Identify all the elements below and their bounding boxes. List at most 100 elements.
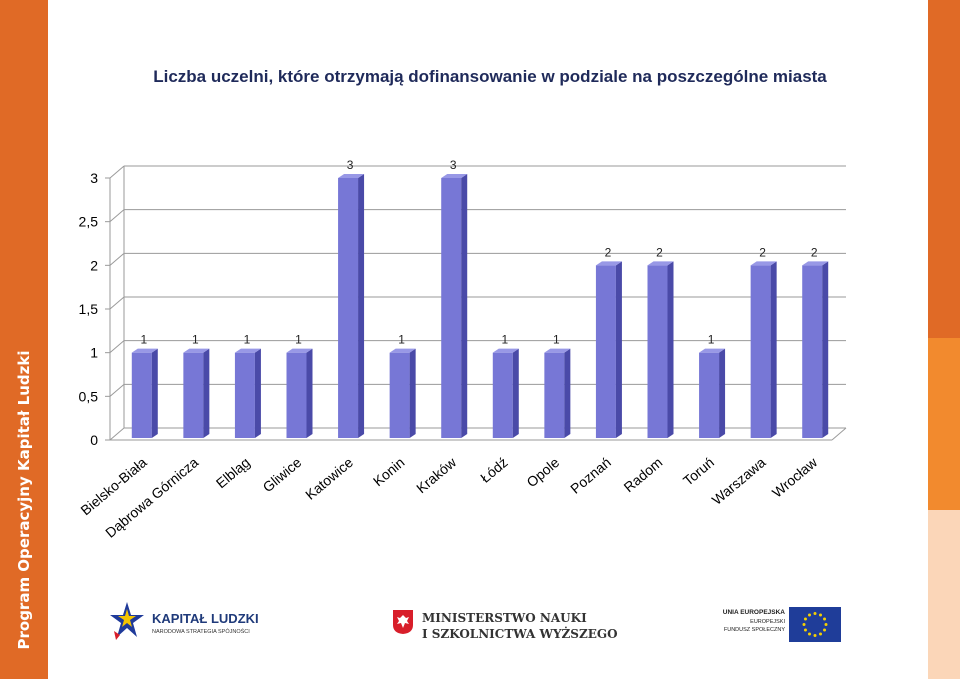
- x-tick-label: Łódź: [477, 454, 511, 486]
- value-label: 1: [244, 333, 251, 347]
- value-label: 3: [450, 158, 457, 172]
- bar-top: [131, 348, 158, 353]
- bar-side: [358, 174, 365, 438]
- y-tick-label: 0: [90, 432, 98, 448]
- x-tick-label: Radom: [621, 454, 666, 495]
- bar-top: [338, 174, 365, 178]
- bar-side: [667, 261, 674, 438]
- bar: [183, 348, 210, 438]
- value-label: 1: [140, 333, 147, 347]
- bar-side: [770, 261, 777, 438]
- value-label: 2: [656, 245, 663, 259]
- bar-side: [615, 261, 622, 438]
- bar: [441, 174, 468, 438]
- ministerstwo-logo: MINISTERSTWO NAUKI I SZKOLNICTWA WYŻSZEG…: [392, 605, 618, 645]
- x-tick-label: Kraków: [413, 453, 460, 496]
- value-labels: 1 1 1 1 3 1 3 1 1 2 2 1 2 2: [140, 158, 817, 347]
- bar-front: [234, 352, 255, 438]
- x-tick-label: Toruń: [680, 454, 717, 489]
- bar: [544, 348, 571, 438]
- bar-front: [338, 178, 359, 438]
- footer-logos: KAPITAŁ LUDZKI NARODOWA STRATEGIA SPÓJNO…: [0, 595, 960, 655]
- eu-star: [823, 628, 827, 632]
- kapital-ludzki-logo: KAPITAŁ LUDZKI NARODOWA STRATEGIA SPÓJNO…: [110, 599, 270, 647]
- eu-star: [808, 613, 811, 617]
- bar-front: [699, 352, 720, 438]
- bar-front: [802, 265, 823, 438]
- eu-star: [813, 612, 817, 615]
- x-tick-label: Warszawa: [709, 454, 769, 508]
- x-tick-label: Gliwice: [260, 454, 305, 495]
- bar-top: [544, 348, 571, 353]
- y-tick-label: 1,5: [79, 301, 99, 317]
- bar: [234, 348, 261, 438]
- bar: [338, 174, 365, 438]
- chart-title: Liczba uczelni, które otrzymają dofinans…: [153, 67, 827, 86]
- value-label: 2: [605, 245, 612, 259]
- bar: [389, 348, 416, 438]
- value-label: 1: [295, 333, 302, 347]
- bar-side: [512, 348, 519, 438]
- bar-top: [492, 348, 519, 353]
- x-tick-label: Elbląg: [213, 454, 253, 491]
- x-tick-label: Konin: [370, 454, 408, 489]
- bar-top: [750, 261, 777, 266]
- y-tick-label: 0,5: [79, 388, 99, 404]
- gridline-diagonal: [109, 165, 125, 179]
- value-label: 1: [398, 333, 405, 347]
- bar-side: [822, 261, 829, 438]
- x-tick-label: Poznań: [567, 454, 614, 497]
- bar: [131, 348, 158, 438]
- value-label: 3: [347, 158, 354, 172]
- bar-front: [183, 352, 204, 438]
- right-band-segment-mid: [928, 338, 960, 510]
- kapital-ludzki-name: KAPITAŁ LUDZKI: [152, 611, 259, 626]
- gridline-diagonal: [109, 383, 125, 397]
- eu-logo: UNIA EUROPEJSKA EUROPEJSKI FUNDUSZ SPOŁE…: [700, 603, 845, 647]
- eu-star: [808, 632, 811, 636]
- chart-bars: [131, 174, 829, 438]
- value-label: 1: [553, 333, 560, 347]
- bar-top: [183, 348, 210, 353]
- kapital-ludzki-subtitle: NARODOWA STRATEGIA SPÓJNOŚCI: [152, 629, 250, 635]
- left-sidebar-band: Program Operacyjny Kapitał Ludzki: [0, 0, 48, 679]
- gridline-diagonal: [109, 296, 125, 310]
- x-tick-label: Katowice: [302, 454, 356, 503]
- bar-front: [389, 352, 410, 438]
- value-label: 2: [759, 245, 766, 259]
- bar-side: [564, 348, 571, 438]
- bar-side: [254, 348, 261, 438]
- bar: [286, 348, 313, 438]
- bar-front: [544, 352, 565, 438]
- bar-top: [389, 348, 416, 353]
- eu-star: [802, 623, 806, 626]
- gridline-diagonal: [109, 340, 125, 354]
- bar-front: [492, 352, 513, 438]
- bar-side: [409, 348, 416, 438]
- eu-line2: EUROPEJSKI: [750, 619, 785, 625]
- bar-front: [131, 352, 152, 438]
- bar-top: [647, 261, 674, 266]
- bar: [647, 261, 674, 438]
- value-label: 2: [811, 245, 818, 259]
- eu-star: [819, 632, 822, 636]
- right-band-segment-light: [928, 510, 960, 679]
- bar-top: [699, 348, 726, 353]
- bar-side: [719, 348, 726, 438]
- bar: [699, 348, 726, 438]
- bar-side: [461, 174, 468, 438]
- bar-front: [286, 352, 307, 438]
- bar-top: [234, 348, 261, 353]
- bar: [750, 261, 777, 438]
- kapital-ludzki-star-icon: [110, 602, 144, 640]
- gridline-diagonal: [109, 252, 125, 266]
- bar-front: [441, 178, 462, 438]
- eu-star: [813, 634, 817, 637]
- gridline-diagonal: [109, 427, 125, 441]
- eu-star: [803, 617, 807, 621]
- polish-eagle-icon: [393, 610, 413, 634]
- bar: [802, 261, 829, 438]
- x-tick-label: Wrocław: [769, 453, 821, 500]
